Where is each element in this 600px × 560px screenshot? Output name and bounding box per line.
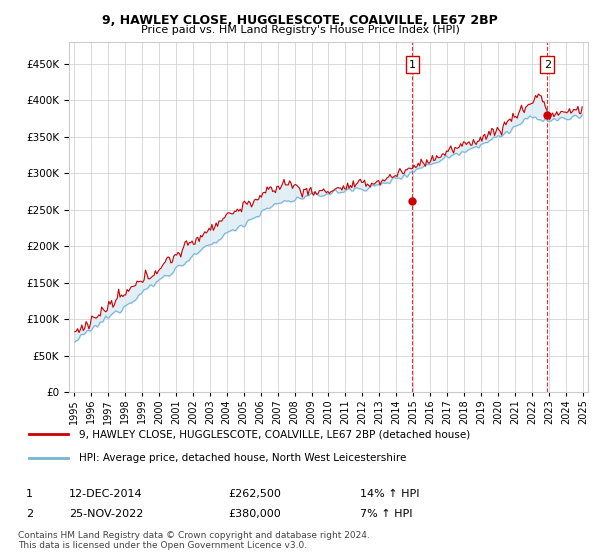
Text: 2: 2 — [544, 60, 551, 70]
Text: 7% ↑ HPI: 7% ↑ HPI — [360, 509, 413, 519]
Text: £380,000: £380,000 — [228, 509, 281, 519]
Text: Contains HM Land Registry data © Crown copyright and database right 2024.
This d: Contains HM Land Registry data © Crown c… — [18, 531, 370, 550]
Text: 25-NOV-2022: 25-NOV-2022 — [69, 509, 143, 519]
Text: Price paid vs. HM Land Registry's House Price Index (HPI): Price paid vs. HM Land Registry's House … — [140, 25, 460, 35]
Text: 1: 1 — [26, 489, 33, 499]
Text: 12-DEC-2014: 12-DEC-2014 — [69, 489, 143, 499]
Text: 9, HAWLEY CLOSE, HUGGLESCOTE, COALVILLE, LE67 2BP: 9, HAWLEY CLOSE, HUGGLESCOTE, COALVILLE,… — [102, 14, 498, 27]
Text: 1: 1 — [409, 60, 416, 70]
Text: 14% ↑ HPI: 14% ↑ HPI — [360, 489, 419, 499]
Text: HPI: Average price, detached house, North West Leicestershire: HPI: Average price, detached house, Nort… — [79, 453, 407, 463]
Text: £262,500: £262,500 — [228, 489, 281, 499]
Text: 9, HAWLEY CLOSE, HUGGLESCOTE, COALVILLE, LE67 2BP (detached house): 9, HAWLEY CLOSE, HUGGLESCOTE, COALVILLE,… — [79, 430, 470, 440]
Text: 2: 2 — [26, 509, 33, 519]
